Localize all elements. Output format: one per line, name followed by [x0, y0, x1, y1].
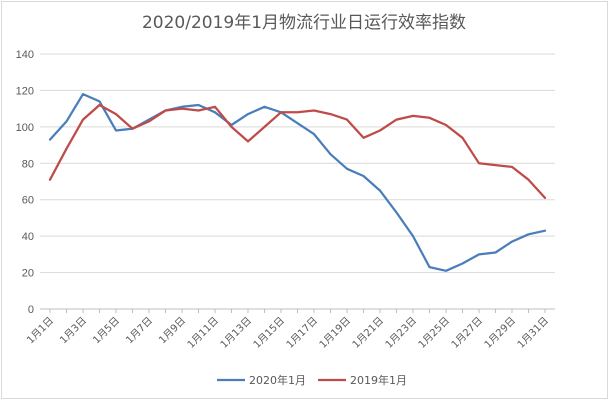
- x-tick-label: 1月15日: [251, 315, 287, 351]
- y-tick-label: 100: [16, 122, 34, 134]
- y-tick-label: 20: [22, 268, 34, 280]
- legend-label: 2020年1月: [249, 373, 306, 387]
- x-tick-label: 1月1日: [24, 315, 56, 347]
- x-tick-label: 1月27日: [449, 315, 485, 351]
- x-tick-label: 1月19日: [317, 315, 353, 351]
- x-tick-label: 1月21日: [350, 315, 386, 351]
- x-tick-label: 1月23日: [383, 315, 419, 351]
- y-tick-label: 80: [22, 158, 34, 170]
- series-lines: [48, 92, 547, 272]
- x-axis-ticks: 1月1日 1月3日 1月5日 1月7日 1月9日1月11日1月13日1月15日1月17日…: [24, 309, 551, 351]
- y-tick-label: 60: [22, 195, 34, 207]
- y-axis-ticks: 0 20 40 60 80 100 120 140: [16, 49, 34, 316]
- x-tick-label: 1月17日: [284, 315, 320, 351]
- x-tick-label: 1月3日: [57, 315, 89, 347]
- x-tick-label: 1月7日: [123, 315, 155, 347]
- grid-lines: [40, 53, 555, 310]
- x-tick-label: 1月5日: [90, 315, 122, 347]
- x-tick-label: 1月9日: [156, 315, 188, 347]
- x-tick-label: 1月11日: [185, 315, 221, 351]
- chart-title: 2020/2019年1月物流行业日运行效率指数: [142, 13, 466, 33]
- x-tick-label: 1月25日: [416, 315, 452, 351]
- y-tick-label: 140: [16, 49, 34, 61]
- x-tick-label: 1月13日: [218, 315, 254, 351]
- y-tick-label: 120: [16, 85, 34, 97]
- legend: 2020年1月 2019年1月: [217, 373, 407, 387]
- series-line-2: [48, 103, 547, 200]
- y-tick-label: 40: [22, 231, 34, 243]
- legend-label: 2019年1月: [350, 373, 407, 387]
- x-tick-label: 1月31日: [515, 315, 551, 351]
- y-tick-label: 0: [28, 304, 34, 316]
- x-tick-label: 1月29日: [482, 315, 518, 351]
